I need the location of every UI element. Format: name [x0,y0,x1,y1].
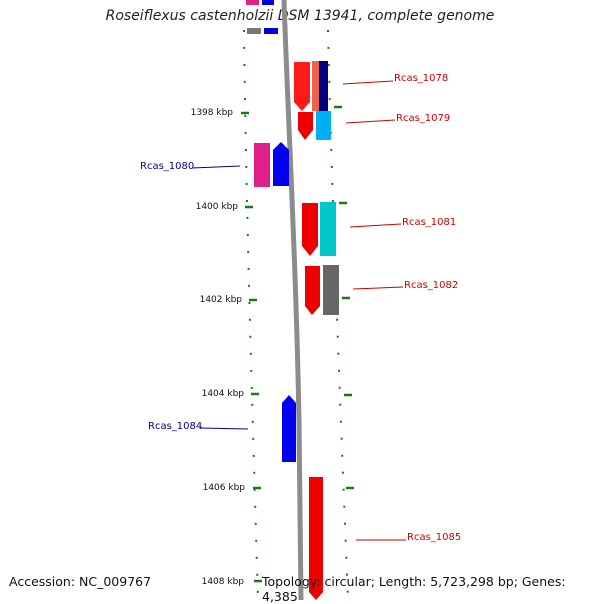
gene-rcas-1079[interactable] [298,111,331,140]
scale-label-1398: 1398 kbp [190,108,233,118]
gene-label-rcas-1082[interactable]: Rcas_1082 [404,280,459,291]
gene-top-partial[interactable] [246,0,278,34]
scale-label-1408: 1408 kbp [201,577,244,587]
scale-label-1406: 1406 kbp [202,483,245,493]
gene-rcas-1081[interactable] [302,202,336,256]
genome-title: Roseiflexus castenholzii DSM 13941, comp… [105,8,495,24]
gene-rcas-1085[interactable] [309,477,323,600]
gene-label-rcas-1081[interactable]: Rcas_1081 [402,217,457,228]
gene-label-rcas-1085[interactable]: Rcas_1085 [407,532,462,543]
label-leaders [191,80,406,541]
scale-label-1400: 1400 kbp [195,202,238,212]
scale-label-1404: 1404 kbp [201,389,244,399]
scale-ticks [241,105,354,583]
accession-text: Accession: NC_009767 [9,574,152,589]
gene-rcas-1084[interactable] [282,395,296,462]
gene-label-rcas-1079[interactable]: Rcas_1079 [396,113,451,124]
gene-rcas-1078[interactable] [294,61,328,111]
genome-backbone [281,0,304,600]
gene-label-rcas-1084[interactable]: Rcas_1084 [148,421,203,432]
gene-label-rcas-1080[interactable]: Rcas_1080 [140,161,195,172]
gene-rcas-1082[interactable] [305,265,339,315]
scale-label-1402: 1402 kbp [199,295,242,305]
gene-rcas-1080[interactable] [254,142,289,187]
gene-label-rcas-1078[interactable]: Rcas_1078 [394,73,449,84]
